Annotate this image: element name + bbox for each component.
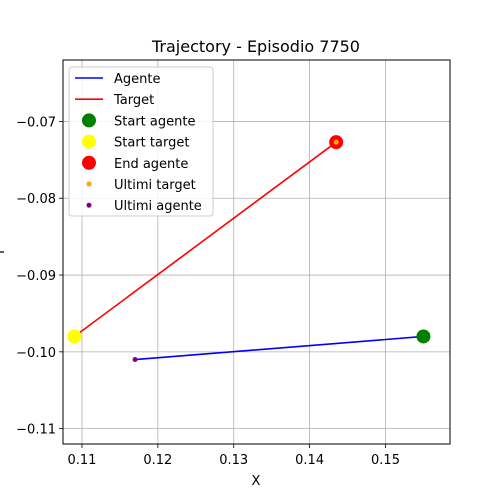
legend: Agente Target Start agente Start target End … xyxy=(68,66,214,217)
point-start-target xyxy=(67,329,82,344)
legend-label-target: Target xyxy=(113,93,154,108)
x-tick-label: 0.11 xyxy=(67,453,96,468)
x-tick-label: 0.12 xyxy=(143,453,172,468)
legend-box xyxy=(68,66,214,217)
legend-swatch-start-target xyxy=(82,134,96,149)
legend-label-start-target: Start target xyxy=(114,136,189,151)
plot-area xyxy=(67,135,431,363)
point-start-agente xyxy=(416,329,431,344)
legend-label-end-agente: End agente xyxy=(114,157,188,172)
y-tick-label: −0.10 xyxy=(16,346,56,361)
legend-swatch-start-agente xyxy=(82,113,96,128)
series-line-agente xyxy=(135,335,424,361)
point-ultimi-target xyxy=(333,139,339,145)
legend-swatch-ultimi-target xyxy=(86,181,92,187)
y-tick-label: −0.07 xyxy=(16,115,56,130)
y-tick-label: −0.08 xyxy=(16,192,56,207)
point-ultimi-agente xyxy=(132,357,138,363)
series-line-target xyxy=(73,141,337,338)
y-tick-label: −0.09 xyxy=(16,269,56,284)
x-tick-label: 0.15 xyxy=(371,453,400,468)
legend-swatch-ultimi-agente xyxy=(86,202,92,208)
y-tick-label: −0.11 xyxy=(16,423,56,438)
plot-frame xyxy=(62,59,451,445)
legend-label-agente: Agente xyxy=(114,72,160,87)
legend-label-ultimi-agente: Ultimi agente xyxy=(114,199,202,214)
chart-title: Trajectory - Episodio 7750 xyxy=(151,37,360,56)
legend-label-start-agente: Start agente xyxy=(114,114,195,129)
axis-ticks: 0.11 0.12 0.13 0.14 0.15 −0.07 −0.08 −0.09 −0.10… xyxy=(16,115,400,468)
x-axis-label: X xyxy=(252,474,261,489)
y-axis-label: Y xyxy=(0,248,8,257)
legend-label-ultimi-target: Ultimi target xyxy=(114,178,196,193)
x-tick-label: 0.14 xyxy=(295,453,324,468)
x-tick-label: 0.13 xyxy=(219,453,248,468)
legend-swatch-end-agente xyxy=(82,155,96,170)
